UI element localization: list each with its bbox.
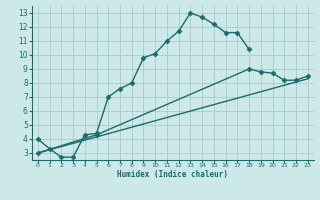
X-axis label: Humidex (Indice chaleur): Humidex (Indice chaleur) — [117, 170, 228, 179]
